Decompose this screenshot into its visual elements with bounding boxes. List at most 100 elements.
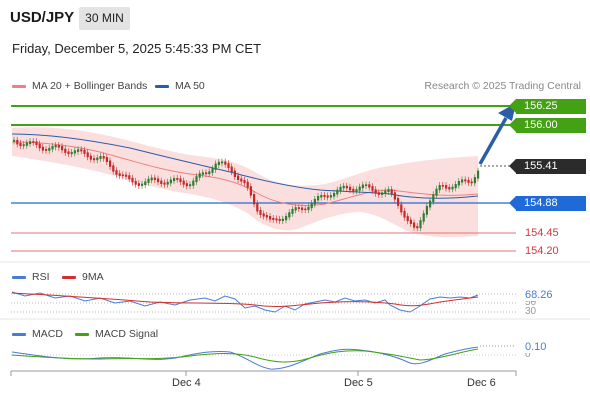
legend-rsi: RSI: [12, 271, 50, 283]
candle-body: [304, 208, 307, 211]
candle-body: [288, 212, 291, 218]
candle-body: [38, 143, 41, 149]
resistance-1-value: 156.00: [524, 119, 558, 131]
candle-body: [118, 173, 121, 176]
candle-body: [416, 226, 419, 229]
candle-body: [281, 218, 284, 221]
candle-body: [176, 178, 179, 180]
candle-body: [192, 180, 195, 186]
candle-body: [147, 178, 150, 183]
legend-ma50: MA 50: [155, 80, 205, 92]
candle-body: [307, 206, 310, 211]
rsi-9ma-line: [11, 292, 479, 308]
timeframe-badge[interactable]: 30 MIN: [79, 7, 130, 30]
candle-body: [73, 150, 76, 154]
candle-body: [355, 189, 358, 192]
candle-body: [96, 157, 99, 161]
candle-body: [240, 178, 243, 182]
macd-signal-line: [11, 348, 479, 363]
rsi-value: 68.26: [525, 289, 557, 301]
legend-rsi-label: RSI: [32, 271, 50, 283]
candle-body: [339, 186, 342, 192]
candle-body: [425, 205, 428, 215]
candle-body: [61, 146, 64, 151]
candle-body: [243, 180, 246, 184]
pivot-value: 154.88: [524, 197, 558, 209]
current-price-value: 155.41: [524, 160, 558, 172]
candle-body: [377, 192, 380, 195]
candle-body: [45, 149, 48, 151]
rsi-level-30-label: 30: [525, 306, 537, 317]
candle-body: [413, 222, 416, 228]
candle-body: [473, 177, 476, 184]
candle-body: [448, 187, 451, 190]
macd-zero-label: 0: [525, 349, 531, 360]
candle-body: [326, 195, 329, 198]
candle-body: [137, 183, 140, 186]
support-1-value: 154.45: [525, 227, 559, 239]
macd-value: 0.10: [525, 341, 551, 353]
candle-body: [419, 220, 422, 229]
candle-body: [269, 216, 272, 220]
candle-body: [256, 202, 259, 212]
candle-body: [150, 177, 153, 181]
candle-body: [179, 178, 182, 183]
candle-body: [323, 194, 326, 198]
candle-body: [333, 192, 336, 197]
candle-body: [454, 184, 457, 189]
candle-body: [93, 158, 96, 161]
candle-body: [291, 208, 294, 214]
candle-body: [432, 194, 435, 203]
candle-body: [384, 190, 387, 194]
candle-body: [313, 198, 316, 205]
candle-body: [365, 184, 368, 187]
candle-body: [195, 176, 198, 183]
legend-rsi-9ma-label: 9MA: [82, 271, 104, 283]
candle-body: [301, 207, 304, 211]
candle-body: [310, 203, 313, 209]
candle-body: [99, 155, 102, 160]
candle-body: [477, 170, 480, 179]
candle-body: [13, 139, 16, 142]
candle-body: [342, 185, 345, 189]
legend-macd-signal: MACD Signal: [75, 328, 158, 340]
candle-body: [320, 194, 323, 198]
rsi-9ma-swatch: [62, 275, 76, 279]
candle-body: [169, 179, 172, 184]
macd-signal-swatch: [75, 332, 89, 336]
candle-body: [262, 213, 265, 217]
candle-body: [134, 180, 137, 185]
resistance-2-tag: 156.25: [509, 99, 586, 114]
candle-body: [278, 218, 281, 221]
candle-body: [131, 177, 134, 183]
candle-body: [115, 170, 118, 175]
candle-body: [16, 139, 19, 145]
ma20-swatch: [12, 84, 26, 88]
candle-body: [157, 178, 160, 183]
current-price-tag: 155.41: [509, 159, 586, 174]
candle-body: [19, 142, 22, 147]
research-credit: Research © 2025 Trading Central: [424, 80, 581, 92]
candle-body: [80, 149, 83, 152]
legend-ma50-label: MA 50: [175, 80, 205, 92]
candle-body: [422, 213, 425, 222]
legend-ma20: MA 20 + Bollinger Bands: [12, 80, 147, 92]
candle-body: [406, 216, 409, 222]
candle-body: [25, 142, 28, 146]
candle-body: [467, 179, 470, 183]
candle-body: [397, 198, 400, 206]
candle-body: [393, 192, 396, 200]
candle-body: [329, 195, 332, 198]
candle-body: [461, 179, 464, 183]
candle-body: [361, 184, 364, 189]
candle-body: [112, 165, 115, 172]
candle-body: [272, 217, 275, 220]
resistance-2-value: 156.25: [524, 100, 558, 112]
candle-body: [265, 215, 268, 218]
candle-body: [259, 210, 262, 215]
candle-body: [22, 144, 25, 147]
candle-body: [457, 180, 460, 186]
candle-body: [435, 188, 438, 196]
pivot-tag: 154.88: [509, 196, 586, 211]
